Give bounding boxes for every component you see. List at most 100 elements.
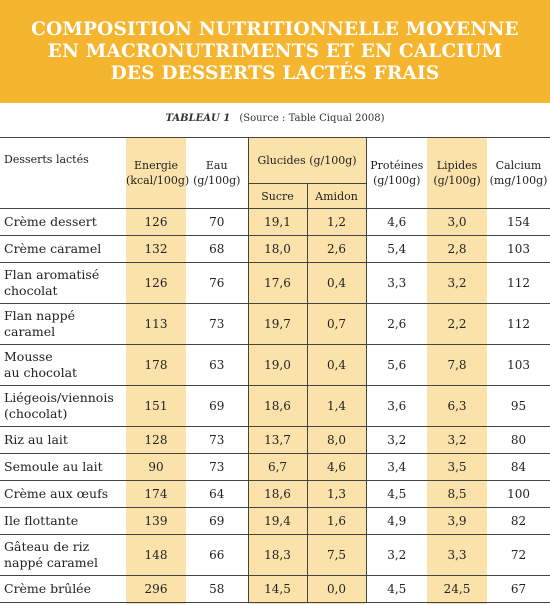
table-row: Ile flottante 139 69 19,4 1,6 4,9 3,9 82 [0,507,550,535]
table-row: Crème brûlée 296 58 14,5 0,0 4,5 24,5 67 [0,575,550,603]
sucre-cell: 19,7 [247,303,308,345]
energie-cell: 296 [126,575,186,603]
calcium-cell: 67 [487,575,550,603]
sucre-cell: 18,6 [247,480,308,508]
proteines-cell: 4,6 [366,208,428,236]
proteines-cell: 2,6 [366,303,428,345]
dessert-name: Ile flottante [0,507,126,535]
amidon-cell: 1,2 [307,208,367,236]
dessert-name: Semoule au lait [0,453,126,481]
amidon-cell: 0,0 [307,575,367,603]
sucre-cell: 18,6 [247,385,308,427]
eau-cell: 68 [186,235,248,263]
calcium-cell: 95 [487,385,550,427]
sucre-cell: 13,7 [247,426,308,454]
amidon-cell: 0,4 [307,344,367,386]
header-calcium: Calcium (mg/100g) [487,137,550,209]
sucre-cell: 19,4 [247,507,308,535]
eau-cell: 63 [186,344,248,386]
proteines-cell: 3,3 [366,262,428,304]
header-energie: Energie (kcal/100g) [126,137,189,209]
header-amidon: Amidon [307,183,367,209]
lipides-cell: 8,5 [427,480,488,508]
calcium-cell: 82 [487,507,550,535]
sucre-cell: 19,1 [247,208,308,236]
sucre-cell: 17,6 [247,262,308,304]
energie-cell: 178 [126,344,186,386]
dessert-name: Crème brûlée [0,575,126,603]
amidon-cell: 4,6 [307,453,367,481]
table-row: Mousse au chocolat 178 63 19,0 0,4 5,6 7,8 103 [0,344,550,386]
sucre-cell: 6,7 [247,453,308,481]
dessert-name: Flan nappé caramel [0,303,126,345]
energie-cell: 128 [126,426,186,454]
table-source: (Source : Table Ciqual 2008) [239,113,385,124]
eau-cell: 70 [186,208,248,236]
proteines-cell: 5,4 [366,235,428,263]
nutrition-table: Desserts lactés Energie (kcal/100g) Eau … [0,137,550,603]
title-banner: COMPOSITION NUTRITIONNELLE MOYENNE EN MA… [0,0,550,103]
table-row: Crème aux œufs 174 64 18,6 1,3 4,5 8,5 100 [0,480,550,508]
lipides-cell: 3,3 [427,534,488,576]
proteines-cell: 5,6 [366,344,428,386]
page-title: COMPOSITION NUTRITIONNELLE MOYENNE EN MA… [31,18,519,84]
proteines-cell: 3,4 [366,453,428,481]
amidon-cell: 1,6 [307,507,367,535]
sucre-cell: 19,0 [247,344,308,386]
dessert-name: Mousse au chocolat [0,344,126,386]
energie-cell: 151 [126,385,186,427]
proteines-cell: 3,2 [366,534,428,576]
header-eau: Eau (g/100g) [186,137,248,209]
dessert-name: Flan aromatisé chocolat [0,262,126,304]
amidon-cell: 7,5 [307,534,367,576]
lipides-cell: 24,5 [427,575,488,603]
calcium-cell: 103 [487,344,550,386]
amidon-cell: 1,3 [307,480,367,508]
eau-cell: 58 [186,575,248,603]
table-row: Semoule au lait 90 73 6,7 4,6 3,4 3,5 84 [0,453,550,481]
calcium-cell: 72 [487,534,550,576]
energie-cell: 113 [126,303,186,345]
energie-cell: 132 [126,235,186,263]
amidon-cell: 0,4 [307,262,367,304]
eau-cell: 66 [186,534,248,576]
energie-cell: 139 [126,507,186,535]
table-row: Riz au lait 128 73 13,7 8,0 3,2 3,2 80 [0,426,550,454]
dessert-name: Crème aux œufs [0,480,126,508]
dessert-name: Crème caramel [0,235,126,263]
calcium-cell: 112 [487,262,550,304]
dessert-name: Crème dessert [0,208,126,236]
sucre-cell: 18,0 [247,235,308,263]
lipides-cell: 2,2 [427,303,488,345]
dessert-name: Liégeois/viennois (chocolat) [0,385,126,427]
proteines-cell: 4,5 [366,480,428,508]
proteines-cell: 3,2 [366,426,428,454]
table-row: Crème dessert 126 70 19,1 1,2 4,6 3,0 154 [0,208,550,236]
header-glucides: Glucides (g/100g) [247,137,367,184]
eau-cell: 73 [186,303,248,345]
eau-cell: 73 [186,453,248,481]
lipides-cell: 6,3 [427,385,488,427]
energie-cell: 148 [126,534,186,576]
table-row: Liégeois/viennois (chocolat) 151 69 18,6 1,4… [0,385,550,427]
header-row: Desserts lactés Energie (kcal/100g) Eau … [0,137,550,209]
energie-cell: 174 [126,480,186,508]
subheader-row: Sucre Amidon [0,183,550,209]
lipides-cell: 3,5 [427,453,488,481]
amidon-cell: 1,4 [307,385,367,427]
lipides-cell: 7,8 [427,344,488,386]
eau-cell: 73 [186,426,248,454]
energie-cell: 126 [126,208,186,236]
lipides-cell: 3,0 [427,208,488,236]
lipides-cell: 3,2 [427,262,488,304]
table-row: Gâteau de riz nappé caramel 148 66 18,3 7,5 3… [0,534,550,576]
amidon-cell: 2,6 [307,235,367,263]
amidon-cell: 0,7 [307,303,367,345]
proteines-cell: 4,9 [366,507,428,535]
table-row: Flan nappé caramel 113 73 19,7 0,7 2,6 2,2 112 [0,303,550,345]
lipides-cell: 3,9 [427,507,488,535]
table-row: Crème caramel 132 68 18,0 2,6 5,4 2,8 103 [0,235,550,263]
proteines-cell: 3,6 [366,385,428,427]
eau-cell: 69 [186,385,248,427]
dessert-name: Gâteau de riz nappé caramel [0,534,126,576]
